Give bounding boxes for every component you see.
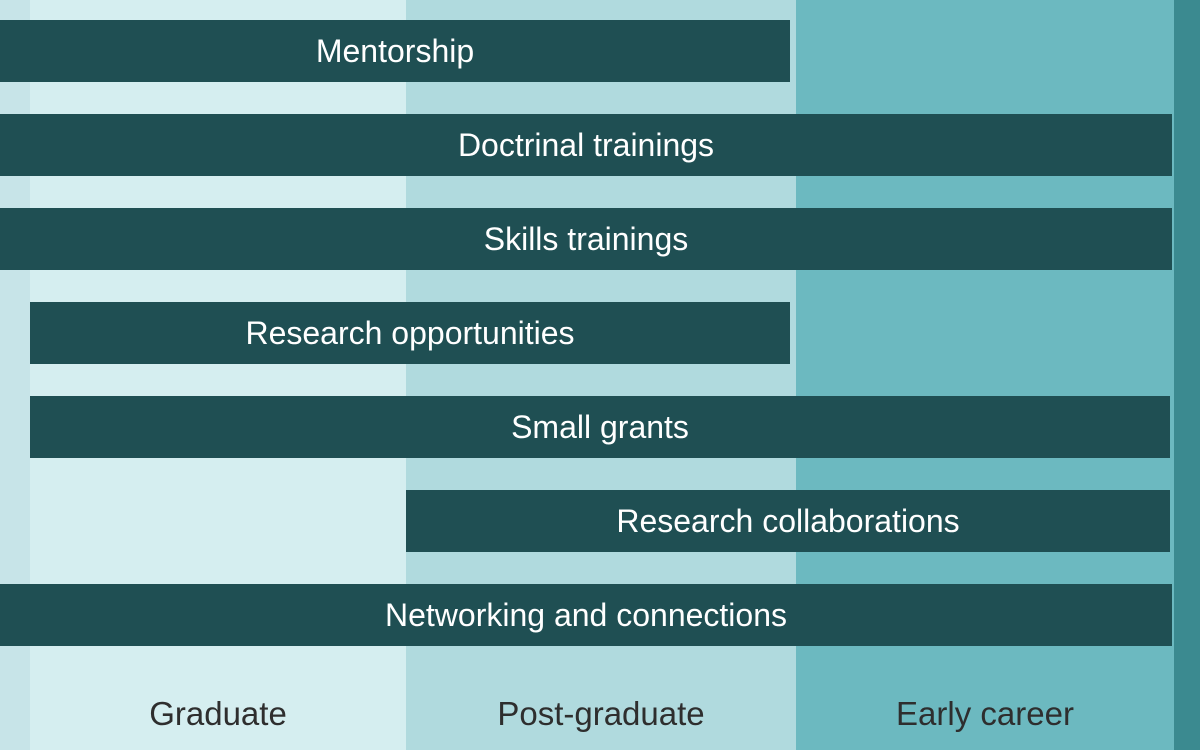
bar-label: Skills trainings [484, 221, 689, 258]
bar-label: Mentorship [316, 33, 474, 70]
bar-research-collaborations: Research collaborations [406, 490, 1170, 552]
bar-networking-and-connections: Networking and connections [0, 584, 1172, 646]
stage-label-early-career: Early career [796, 695, 1174, 733]
bar-skills-trainings: Skills trainings [0, 208, 1172, 270]
stage-label-post-graduate: Post-graduate [406, 695, 796, 733]
stage-column-labels: Graduate Post-graduate Early career [0, 695, 1200, 745]
bar-research-opportunities: Research opportunities [30, 302, 790, 364]
bar-small-grants: Small grants [30, 396, 1170, 458]
bar-doctrinal-trainings: Doctrinal trainings [0, 114, 1172, 176]
bar-label: Networking and connections [385, 597, 787, 634]
bar-label: Research collaborations [616, 503, 959, 540]
career-stage-span-chart: Mentorship Doctrinal trainings Skills tr… [0, 0, 1200, 750]
stage-col-edge-right [1174, 0, 1200, 750]
bar-label: Doctrinal trainings [458, 127, 714, 164]
stage-label-graduate: Graduate [30, 695, 406, 733]
bar-label: Small grants [511, 409, 689, 446]
bar-label: Research opportunities [245, 315, 574, 352]
bar-mentorship: Mentorship [0, 20, 790, 82]
